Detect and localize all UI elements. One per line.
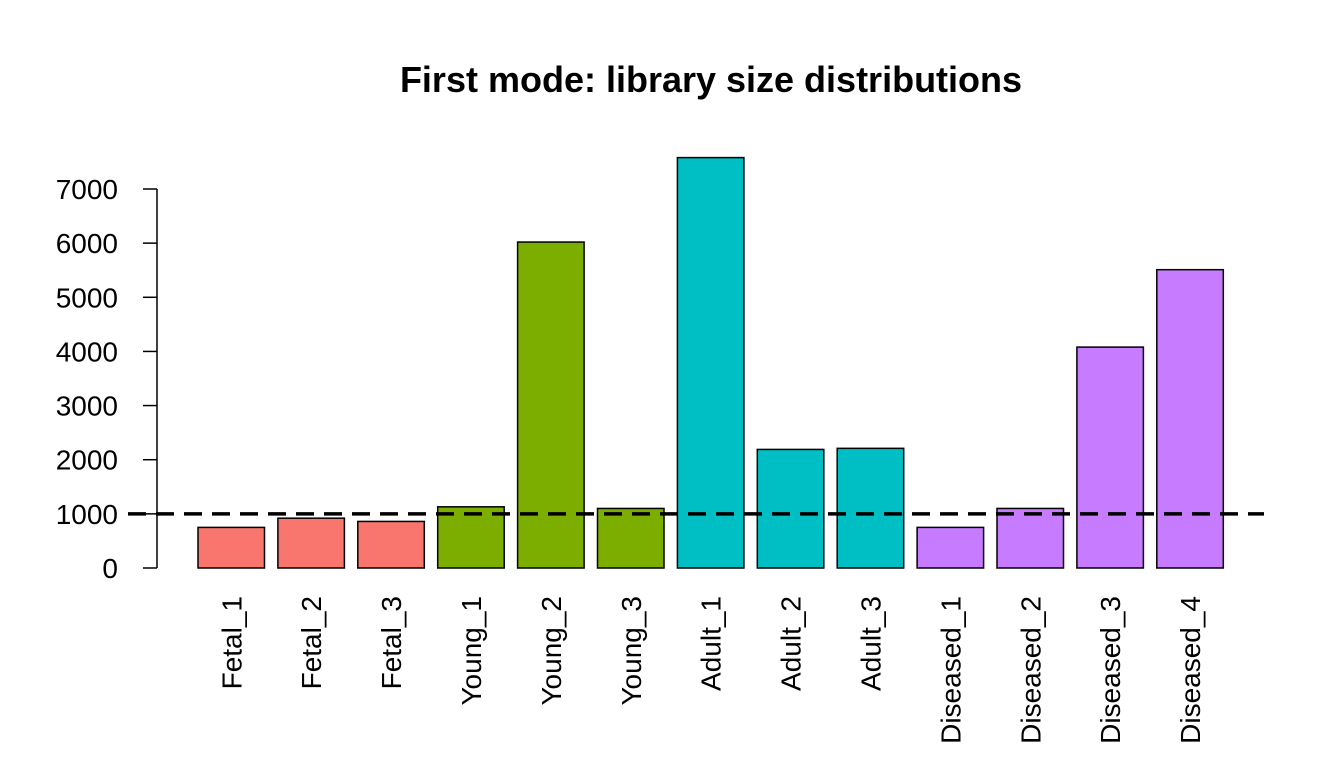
x-tick-label: Young_3	[616, 596, 647, 706]
x-tick-label: Diseased_2	[1015, 596, 1046, 744]
bar-diseased-3	[1076, 346, 1145, 569]
y-tick-label: 7000	[56, 174, 118, 205]
bar-fetal-1	[197, 526, 266, 569]
x-tick-label: Adult_3	[855, 596, 886, 691]
x-tick-label: Young_1	[456, 596, 487, 706]
bar-fetal-3	[357, 520, 426, 569]
y-axis: 0 1000 2000 3000 4000 5000 6000 7000	[56, 174, 158, 584]
x-tick-label: Young_2	[536, 596, 567, 706]
y-tick-label: 2000	[56, 445, 118, 476]
bars-group	[197, 156, 1225, 569]
bar-diseased-1	[916, 526, 985, 569]
y-tick-label: 6000	[56, 228, 118, 259]
x-tick-label: Adult_1	[696, 596, 727, 691]
x-tick-label: Adult_2	[776, 596, 807, 691]
y-tick-label: 5000	[56, 282, 118, 313]
x-tick-label: Diseased_1	[935, 596, 966, 744]
x-labels-group: Fetal_1 Fetal_2 Fetal_3 Young_1 Young_2 Young…	[216, 596, 1206, 744]
bar-adult-1	[676, 156, 745, 569]
bar-adult-3	[836, 447, 905, 569]
x-tick-label: Diseased_3	[1095, 596, 1126, 744]
x-tick-label: Fetal_1	[216, 596, 247, 689]
x-tick-label: Fetal_2	[296, 596, 327, 689]
x-tick-label: Diseased_4	[1175, 596, 1206, 744]
bar-young-1	[436, 506, 505, 569]
bar-diseased-2	[996, 507, 1065, 569]
bar-young-3	[596, 507, 665, 569]
bar-young-2	[516, 241, 585, 569]
bar-diseased-4	[1156, 268, 1225, 569]
y-tick-label: 1000	[56, 499, 118, 530]
y-tick-label: 0	[102, 553, 118, 584]
bar-adult-2	[756, 448, 825, 569]
y-tick-label: 4000	[56, 336, 118, 367]
bar-fetal-2	[277, 517, 346, 569]
x-tick-label: Fetal_3	[376, 596, 407, 689]
y-tick-label: 3000	[56, 391, 118, 422]
chart-title: First mode: library size distributions	[400, 59, 1022, 100]
